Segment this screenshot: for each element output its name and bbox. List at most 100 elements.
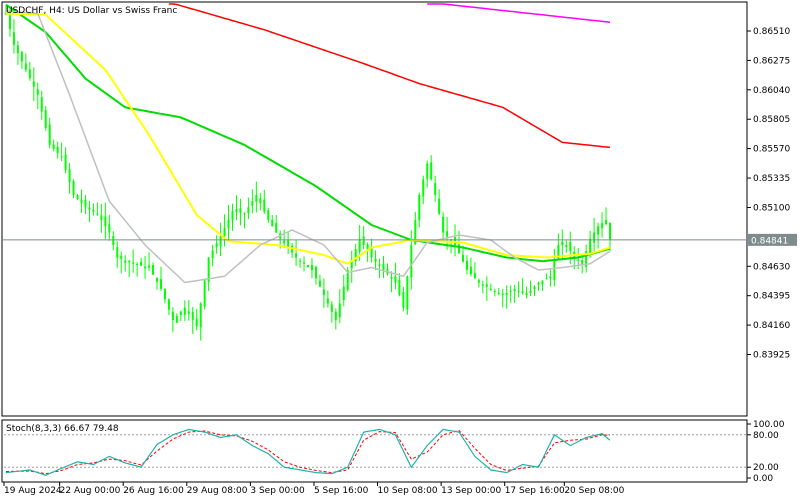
candle-body — [465, 260, 468, 271]
candle-body — [517, 290, 520, 292]
candle-body — [461, 254, 464, 262]
candle-body — [108, 224, 111, 233]
candle-body — [48, 124, 51, 145]
candle-body — [124, 260, 127, 263]
candle-body — [541, 280, 544, 285]
y-tick-label: 0.86040 — [753, 86, 790, 96]
candle-body — [406, 276, 409, 310]
price-panel-frame — [1, 1, 748, 417]
candle-body — [52, 144, 55, 150]
candle-body — [16, 45, 19, 54]
candle-body — [247, 207, 250, 214]
candle-body — [430, 162, 433, 180]
candle-body — [589, 238, 592, 255]
x-tick-label: 22 Aug 00:00 — [60, 486, 121, 496]
ma-magenta-line — [427, 3, 611, 23]
y-tick-label: 0.83925 — [753, 351, 790, 361]
candle-body — [88, 207, 91, 210]
candle-body — [243, 213, 246, 215]
candle-body — [442, 216, 445, 233]
price-axis: 0.86510 0.86275 0.86040 0.85805 0.85570 0.853… — [747, 27, 797, 361]
candle-body — [374, 258, 377, 262]
candle-body — [310, 265, 313, 271]
candle-body — [446, 231, 449, 237]
candle-body — [219, 236, 222, 247]
x-tick-label: 19 Aug 2024 — [4, 486, 62, 496]
candle-body — [100, 215, 103, 220]
stochastic-signal-line — [5, 429, 611, 475]
candle-body — [537, 282, 540, 285]
candle-body — [215, 243, 218, 248]
candle-body — [318, 280, 321, 287]
ma-yellow-line — [5, 12, 611, 265]
candle-body — [577, 259, 580, 261]
candle-body — [422, 179, 425, 197]
candle-body — [609, 222, 612, 240]
candle-body — [322, 289, 325, 296]
candle-body — [354, 249, 357, 262]
candle-body — [179, 311, 182, 315]
candle-body — [414, 219, 417, 245]
candle-body — [605, 219, 608, 224]
chart-title: USDCHF, H4: US Dollar vs Swiss Franc — [6, 6, 177, 16]
candle-body — [267, 210, 270, 220]
candle-body — [32, 81, 35, 87]
candle-body — [549, 276, 552, 279]
stochastic-label: Stoch(8,3,3) 66.67 79.48 — [6, 424, 119, 434]
candle-body — [28, 69, 31, 79]
candle-body — [307, 265, 309, 267]
candle-body — [76, 195, 79, 200]
candle-body — [438, 198, 441, 214]
candle-body — [394, 276, 397, 283]
candle-body — [60, 156, 63, 158]
candle-body — [390, 276, 393, 279]
candle-body — [275, 222, 278, 233]
candle-body — [569, 241, 572, 252]
candle-body — [227, 219, 230, 229]
candle-body — [557, 244, 560, 260]
candle-body — [366, 244, 369, 252]
candle-body — [410, 244, 413, 278]
candle-body — [152, 265, 155, 275]
candle-body — [334, 311, 337, 321]
candle-body — [136, 264, 139, 266]
candle-body — [128, 261, 131, 263]
candle-body — [378, 264, 381, 266]
candle-body — [36, 89, 39, 95]
candle-body — [565, 244, 568, 248]
candle-body — [370, 247, 373, 258]
x-tick-label: 5 Sep 16:00 — [314, 486, 369, 496]
candle-body — [295, 253, 298, 258]
y-tick-label: 0.84160 — [753, 321, 790, 331]
candle-body — [203, 280, 206, 307]
stochastic-level-label: 20.00 — [753, 463, 779, 473]
candle-body — [116, 247, 119, 258]
candle-body — [533, 286, 536, 290]
candle-body — [132, 262, 135, 264]
candle-body — [44, 110, 47, 129]
candle-body — [314, 267, 317, 279]
candle-body — [159, 279, 162, 289]
candle-body — [481, 284, 484, 286]
candle-body — [235, 209, 238, 213]
candle-body — [330, 304, 333, 312]
stochastic-level-label: 100.00 — [753, 420, 785, 430]
candle-body — [561, 241, 564, 245]
candle-body — [68, 169, 71, 183]
candle-body — [469, 266, 472, 275]
candle-body — [163, 288, 166, 300]
stochastic-main-line — [5, 428, 611, 476]
candle-body — [155, 277, 158, 282]
y-tick-label: 0.85570 — [753, 145, 790, 155]
current-price-tag — [747, 233, 797, 246]
y-tick-label: 0.85100 — [753, 203, 790, 213]
candle-body — [175, 315, 178, 323]
candle-body — [167, 299, 170, 310]
candle-body — [140, 261, 143, 266]
candle-body — [112, 236, 115, 245]
candle-body — [493, 290, 496, 292]
candle-body — [326, 298, 329, 304]
y-tick-label: 0.85805 — [753, 115, 790, 125]
candle-body — [303, 262, 306, 264]
candle-body — [458, 244, 461, 254]
